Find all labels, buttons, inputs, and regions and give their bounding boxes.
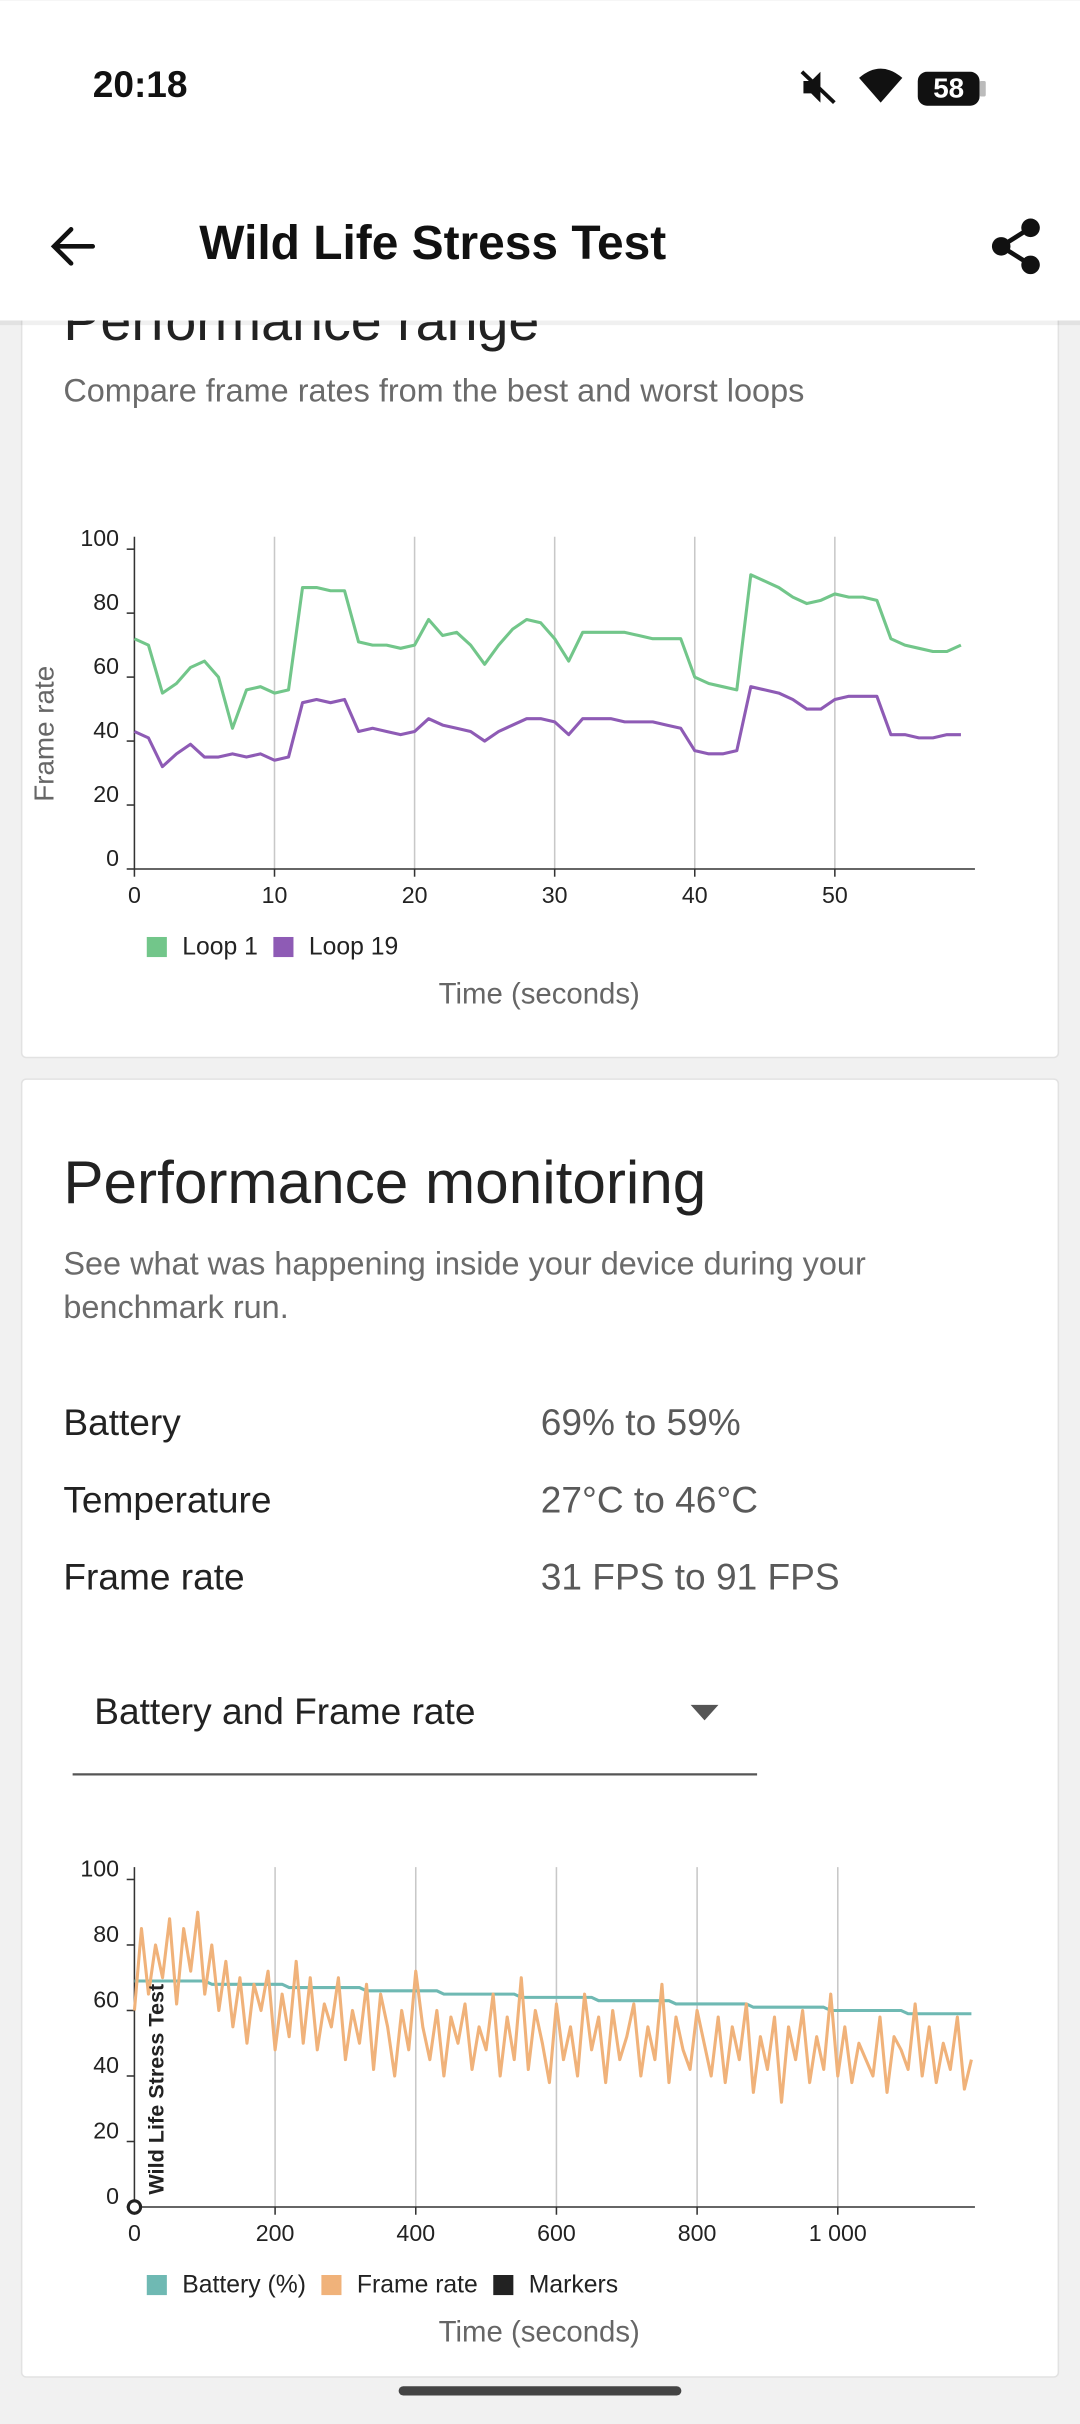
stats: Battery 69% to 59% Temperature 27°C to 46°C…: [63, 1401, 839, 1598]
y-tick-label: 60: [93, 1986, 119, 2012]
legend-label: Battery (%): [182, 2271, 306, 2298]
y-tick-label: 0: [106, 2183, 119, 2209]
share-button[interactable]: [991, 218, 1040, 275]
y-tick-label: 20: [93, 2117, 119, 2143]
legend-swatch: [321, 2275, 342, 2296]
x-tick-label: 10: [262, 882, 288, 908]
chart: 0 200 400 600 800 1 000 0 20 40 60 80 100 Time (seco…: [80, 1855, 975, 2348]
status-time: 20:18: [93, 63, 188, 105]
x-tick-label: 20: [402, 882, 428, 908]
app-bar-shadow: [0, 320, 1080, 326]
back-button[interactable]: [50, 227, 96, 266]
legend-label: Frame rate: [357, 2271, 478, 2298]
section-title: Performance monitoring: [63, 1148, 706, 1216]
legend-swatch: [146, 2275, 167, 2296]
x-tick-label: 1 000: [809, 2220, 867, 2246]
x-tick-label: 40: [682, 882, 708, 908]
marker-label: Wild Life Stress Test: [143, 1984, 168, 2195]
dropdown-value[interactable]: Battery and Frame rate: [94, 1690, 475, 1732]
stat-label: Battery: [63, 1401, 181, 1443]
stat-value: 31 FPS to 91 FPS: [541, 1556, 840, 1598]
y-tick-label: 40: [93, 717, 119, 743]
x-tick-label: 800: [678, 2220, 717, 2246]
section-subtitle: Compare frame rates from the best and wo…: [63, 373, 804, 409]
y-tick-label: 40: [93, 2052, 119, 2078]
x-tick-label: 0: [128, 2220, 141, 2246]
y-tick-label: 80: [93, 1921, 119, 1947]
x-axis-label: Time (seconds): [439, 2315, 640, 2348]
x-tick-label: 200: [256, 2220, 295, 2246]
x-tick-label: 0: [128, 882, 141, 908]
x-tick-label: 600: [537, 2220, 576, 2246]
y-tick-label: 60: [93, 653, 119, 679]
x-tick-label: 400: [396, 2220, 435, 2246]
section-description: benchmark run.: [63, 1289, 288, 1325]
home-indicator[interactable]: [398, 2386, 682, 2396]
dropdown-arrow[interactable]: [690, 1704, 719, 1721]
y-axis-label: Frame rate: [29, 666, 60, 802]
marker: [126, 2199, 143, 2215]
app-title: Wild Life Stress Test: [199, 217, 666, 270]
legend-label: Loop 19: [309, 933, 398, 960]
mute-icon: [800, 70, 836, 105]
y-tick-label: 80: [93, 589, 119, 615]
stat-label: Frame rate: [63, 1556, 244, 1598]
legend-swatch: [146, 936, 167, 958]
wifi-icon: [859, 68, 903, 103]
battery-level: 58: [933, 73, 964, 104]
data-line: [133, 573, 962, 730]
chart: 0 10 20 30 40 50 0 20 40 60 80 100 Frame rate Time (s…: [29, 525, 975, 1010]
stat-value: 27°C to 46°C: [541, 1478, 758, 1520]
legend-label: Loop 1: [182, 933, 258, 960]
data-line: [133, 685, 961, 769]
y-tick-label: 0: [106, 845, 119, 871]
stat-value: 69% to 59%: [541, 1401, 741, 1443]
x-axis-label: Time (seconds): [439, 977, 640, 1010]
x-tick-label: 30: [542, 882, 568, 908]
y-tick-label: 100: [80, 1855, 119, 1881]
legend-swatch: [273, 936, 294, 958]
x-tick-label: 50: [822, 882, 848, 908]
battery-tip: [979, 81, 986, 97]
stat-label: Temperature: [63, 1478, 271, 1520]
card: [20, 1078, 1060, 2378]
legend-label: Markers: [529, 2271, 618, 2298]
section-description: See what was happening inside your devic…: [63, 1246, 866, 1282]
data-line: [132, 1910, 973, 2104]
app-bar: [0, 0, 1080, 321]
y-tick-label: 20: [93, 781, 119, 807]
battery-icon: [917, 71, 980, 106]
y-tick-label: 100: [80, 525, 119, 551]
legend-swatch: [493, 2275, 514, 2296]
